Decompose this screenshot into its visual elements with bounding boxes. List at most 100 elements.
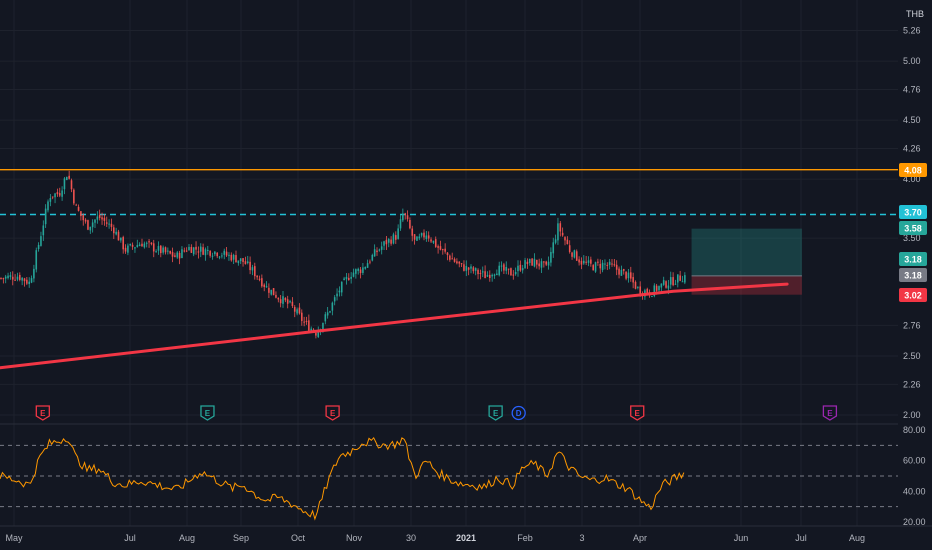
support-trendline[interactable] [0, 282, 789, 370]
candle-body [477, 269, 479, 275]
candle-body [73, 189, 75, 204]
oscillator-axis: 80.00 60.00 40.00 20.00 [903, 425, 926, 527]
candle-body [592, 265, 594, 271]
candle-body [23, 278, 26, 282]
candle-body [669, 277, 672, 285]
candle-body [242, 258, 244, 262]
candle-body [561, 232, 564, 236]
candle-body [207, 249, 209, 251]
candle-body [430, 239, 432, 242]
time-tick-label: 2021 [456, 533, 476, 543]
candle-body [136, 245, 139, 248]
candle-body [157, 246, 160, 251]
candle-body [340, 281, 343, 293]
event-marker-label: E [40, 409, 46, 418]
candle-body [44, 208, 47, 225]
candle-body [474, 268, 477, 271]
candle-body [653, 285, 656, 296]
candle-body [272, 288, 275, 296]
candle-body [604, 263, 606, 265]
candle-body [204, 249, 207, 256]
candle-body [590, 259, 592, 264]
candle-body [423, 232, 425, 238]
time-tick-label: 30 [406, 533, 416, 543]
candle-body [265, 286, 268, 288]
candle-body [402, 213, 404, 221]
candle-body [61, 190, 63, 197]
candle-body [214, 251, 216, 255]
price-tick-label: 2.50 [903, 351, 921, 361]
candle-body [465, 266, 468, 271]
candle-body [425, 235, 428, 239]
price-tick-label: 5.00 [903, 56, 921, 66]
candle-body [364, 267, 367, 269]
price-label-box [899, 252, 927, 266]
candle-body [150, 242, 153, 245]
candle-body [127, 245, 129, 253]
candle-body [637, 286, 639, 288]
candle-body [202, 247, 204, 255]
candle-body [315, 332, 317, 336]
candle-body [348, 277, 350, 281]
support-trendline-path [0, 282, 789, 370]
price-label-box [899, 163, 927, 177]
candle-body [409, 219, 411, 229]
time-tick-label: Aug [849, 533, 865, 543]
candle-body [4, 276, 7, 279]
candle-body [580, 260, 583, 265]
candle-body [162, 247, 164, 253]
candle-body [554, 239, 557, 243]
candle-body [282, 296, 284, 304]
price-tick-label: 2.00 [903, 410, 921, 420]
candle-body [507, 268, 510, 270]
currency-label: THB [906, 9, 924, 19]
candle-body [322, 322, 324, 330]
candle-body [237, 260, 240, 264]
candle-body [552, 242, 555, 254]
candle-body [263, 284, 265, 287]
candle-body [526, 261, 529, 265]
candle-body [359, 269, 362, 274]
time-tick-label: Jul [795, 533, 807, 543]
candle-body [489, 274, 491, 279]
candle-body [117, 231, 120, 241]
candle-body [597, 261, 599, 263]
candle-body [120, 237, 122, 241]
candle-body [611, 263, 613, 265]
candle-body [98, 214, 101, 218]
candle-body [143, 243, 146, 248]
candle-body [91, 222, 94, 228]
candle-body [275, 294, 277, 298]
candle-body [68, 175, 70, 179]
candle-body [56, 192, 59, 195]
candle-body [246, 261, 249, 264]
candle-body [672, 277, 674, 286]
candle-body [134, 247, 136, 249]
event-marker-label: E [635, 409, 641, 418]
oscillator-line [0, 436, 685, 521]
candle-body [517, 265, 519, 272]
candle-body [472, 267, 475, 272]
candle-body [145, 242, 148, 244]
candle-body [456, 261, 458, 264]
candle-body [442, 249, 444, 251]
horizontal-levels[interactable] [0, 168, 898, 216]
candle-body [413, 234, 416, 240]
candle-body [622, 269, 625, 271]
candle-body [94, 219, 96, 223]
candle-body [420, 233, 423, 236]
candle-body [627, 272, 630, 279]
price-tick-label: 5.26 [903, 26, 921, 36]
candle-body [115, 231, 117, 235]
candle-body [566, 239, 569, 245]
candle-body [524, 260, 526, 269]
price-axis: 5.26 5.00 4.76 4.50 4.26 4.00 3.50 2.76 2.50 2.26… [903, 26, 921, 421]
candle-body [40, 236, 42, 246]
candle-body [66, 176, 68, 181]
candle-body [451, 258, 453, 260]
candle-body [7, 275, 9, 279]
price-label-text: 3.58 [904, 224, 922, 234]
candle-body [437, 246, 439, 248]
